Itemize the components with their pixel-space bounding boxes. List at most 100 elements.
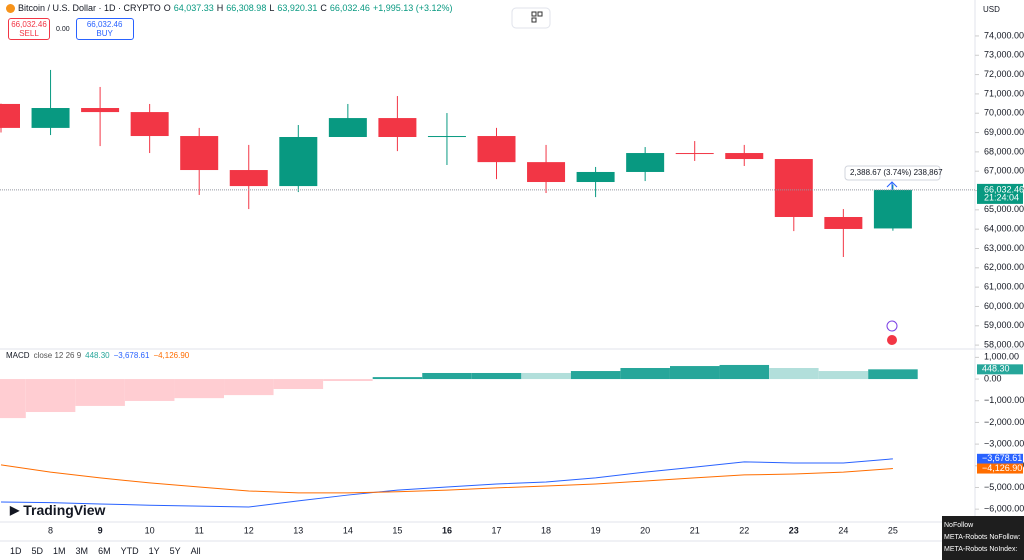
spread: 0.00 bbox=[56, 25, 70, 33]
logo-mark: ▶ bbox=[10, 503, 20, 517]
range-toolbar: 1D 5D 1M 3M 6M YTD 1Y 5Y All bbox=[10, 546, 201, 556]
flag-icon[interactable] bbox=[887, 335, 897, 345]
range-button[interactable]: 1M bbox=[53, 546, 66, 556]
y-tick-label: 67,000.00 bbox=[984, 166, 1024, 176]
x-tick-label: 14 bbox=[343, 525, 353, 535]
y-tick-label: 69,000.00 bbox=[984, 127, 1024, 137]
x-tick-label: 24 bbox=[838, 525, 848, 535]
x-tick-label: 13 bbox=[293, 525, 303, 535]
candle-body bbox=[279, 136, 318, 187]
icon bbox=[531, 17, 537, 23]
y-tick-label: 58,000.00 bbox=[984, 339, 1024, 349]
y-tick-label: 73,000.00 bbox=[984, 50, 1024, 60]
indicator-line bbox=[0, 458, 893, 508]
toolbar-button[interactable] bbox=[511, 7, 551, 29]
histogram-bar bbox=[0, 379, 26, 419]
signal-value: −4,126.90 bbox=[153, 351, 190, 360]
header: Bitcoin / U.S. Dollar · 1D · CRYPTO O 64,… bbox=[6, 3, 453, 13]
range-button[interactable]: YTD bbox=[120, 546, 139, 556]
sell-label: SELL bbox=[19, 29, 39, 38]
indicator-name: MACD bbox=[6, 351, 30, 360]
histogram-bar bbox=[25, 379, 76, 413]
sell-button[interactable]: 66,032.46 SELL bbox=[8, 18, 50, 40]
seo-popup: NoFollow META-Robots NoFollow: META-Robo… bbox=[942, 516, 1024, 560]
buy-price: 66,032.46 bbox=[86, 20, 123, 29]
x-tick-label: 25 bbox=[888, 525, 898, 535]
buy-button[interactable]: 66,032.46 BUY bbox=[75, 18, 134, 40]
range-button[interactable]: All bbox=[190, 546, 201, 556]
candle-body bbox=[229, 170, 268, 187]
x-tick-label: 16 bbox=[442, 525, 452, 535]
y-tick-label: 1,000.00 bbox=[984, 352, 1019, 362]
x-tick-label: 18 bbox=[541, 525, 551, 535]
last-price-box bbox=[977, 183, 1023, 204]
x-tick-label: 17 bbox=[491, 525, 501, 535]
histogram-bar bbox=[521, 372, 571, 380]
candle-body bbox=[527, 162, 566, 183]
x-tick-label: 23 bbox=[789, 525, 799, 535]
ohlc-value: 63,920.31 bbox=[277, 3, 318, 13]
y-tick-label: 71,000.00 bbox=[984, 88, 1024, 98]
icon bbox=[537, 11, 543, 17]
ohlc-label: O bbox=[163, 3, 171, 13]
y-tick-label: 74,000.00 bbox=[984, 30, 1024, 40]
range-button[interactable]: 5D bbox=[31, 546, 44, 556]
range-button[interactable]: 3M bbox=[75, 546, 89, 556]
range-button[interactable]: 1Y bbox=[148, 546, 160, 556]
y-tick-label: 65,000.00 bbox=[984, 204, 1024, 214]
event-icon[interactable] bbox=[886, 320, 898, 332]
x-tick-label: 22 bbox=[739, 525, 749, 535]
candle-body bbox=[626, 153, 665, 172]
range-button[interactable]: 1D bbox=[10, 546, 22, 556]
range-button[interactable]: 5Y bbox=[169, 546, 181, 556]
coin-icon bbox=[6, 3, 15, 13]
y-tick-label: 60,000.00 bbox=[984, 301, 1024, 311]
y-tick-label: −5,000.00 bbox=[984, 482, 1024, 492]
macd-value: −3,678.61 bbox=[113, 351, 150, 360]
ohlc-label: H bbox=[216, 3, 224, 13]
range-button[interactable]: 6M bbox=[98, 546, 111, 556]
y-tick-label: 59,000.00 bbox=[984, 320, 1024, 330]
x-tick-label: 19 bbox=[591, 525, 601, 535]
histogram-bar bbox=[719, 364, 770, 380]
histogram-bar bbox=[372, 377, 423, 380]
ohlc-value: 66,032.46 bbox=[329, 3, 370, 13]
y-tick-label: 70,000.00 bbox=[984, 108, 1024, 118]
candle-body bbox=[378, 118, 417, 137]
x-tick-label: 12 bbox=[244, 525, 254, 535]
candle-body bbox=[31, 108, 70, 128]
macd-plot bbox=[0, 364, 918, 508]
y-tick-label: 72,000.00 bbox=[984, 69, 1024, 79]
ohlc-value: 64,037.33 bbox=[173, 3, 214, 13]
y-tick-label: −6,000.00 bbox=[984, 504, 1024, 514]
ohlc-label: C bbox=[320, 3, 327, 13]
value-label: −4,126.90 bbox=[982, 463, 1022, 473]
histogram-bar bbox=[224, 379, 274, 396]
value-box bbox=[977, 453, 1023, 464]
popup-line: META-Robots NoIndex: bbox=[944, 546, 1018, 553]
candle-body bbox=[774, 159, 813, 217]
popup-line: NoFollow bbox=[944, 522, 974, 529]
currency[interactable]: USD bbox=[983, 5, 1000, 14]
histogram-bar bbox=[323, 379, 373, 382]
candle-body bbox=[576, 171, 615, 183]
y-tick-label: −2,000.00 bbox=[984, 417, 1024, 427]
candle-body bbox=[824, 216, 863, 229]
x-tick-label: 15 bbox=[392, 525, 402, 535]
y-tick-label: 62,000.00 bbox=[984, 262, 1024, 272]
x-tick-label: 9 bbox=[98, 525, 103, 535]
candle-body bbox=[873, 189, 912, 229]
histogram-bar bbox=[273, 379, 324, 390]
y-tick-label: −1,000.00 bbox=[984, 395, 1024, 405]
histogram-bar bbox=[422, 372, 472, 380]
x-tick-label: 20 bbox=[640, 525, 650, 535]
annotation-box bbox=[844, 165, 941, 181]
value-label: 448.30 bbox=[982, 364, 1010, 374]
candle-body bbox=[180, 136, 219, 171]
histogram-bar bbox=[471, 372, 522, 380]
candle-body bbox=[328, 118, 367, 137]
candle-body bbox=[130, 112, 169, 137]
candle-body bbox=[675, 153, 714, 155]
